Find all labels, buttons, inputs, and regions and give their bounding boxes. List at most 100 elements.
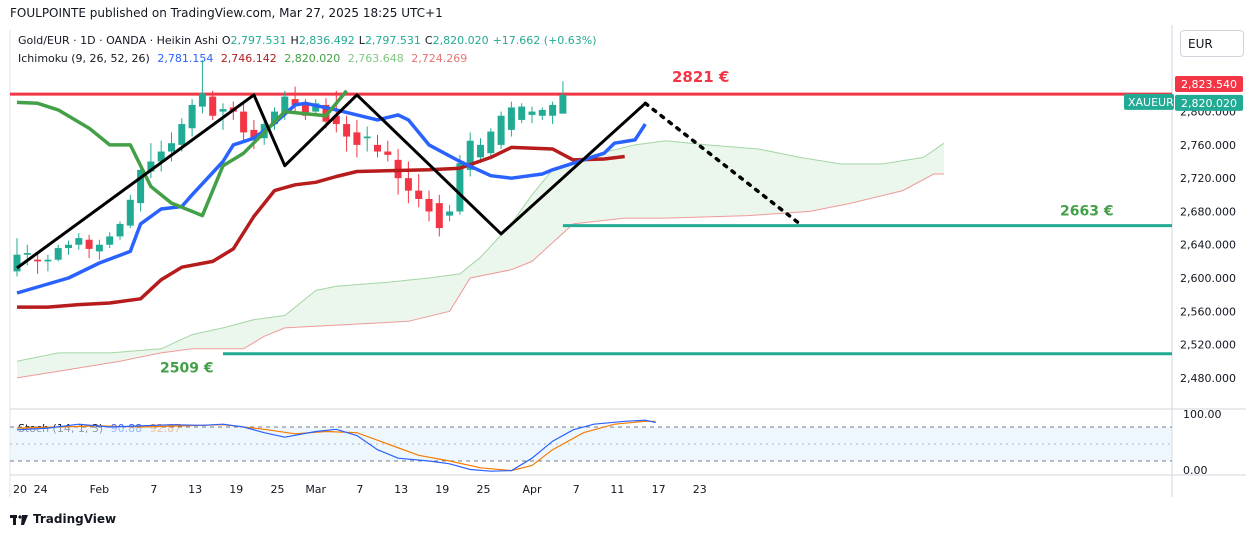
candle-body <box>271 111 278 125</box>
price-label-text: 2,823.540 <box>1181 78 1237 91</box>
symbol-title: Gold/EUR · 1D · OANDA · Heikin Ashi <box>18 34 218 47</box>
ichimoku-legend: Ichimoku (9, 26, 52, 26) 2,781.154 2,746… <box>18 52 471 65</box>
time-tick-label: 19 <box>229 483 243 496</box>
candle-body <box>44 259 52 262</box>
candle-body <box>538 109 546 116</box>
candle-body <box>106 236 114 245</box>
candle-body <box>137 169 145 204</box>
price-tick-label: 2,680.000 <box>1180 205 1236 218</box>
double-top-pattern-line <box>16 93 647 270</box>
time-tick-label: Mar <box>305 483 326 496</box>
candle-body <box>229 107 237 112</box>
time-tick-label: 17 <box>652 483 666 496</box>
candle-body <box>23 253 31 255</box>
high-value: 2,836.492 <box>298 34 355 47</box>
ticker-label-box <box>1124 93 1174 110</box>
publish-header: FOULPOINTE published on TradingView.com,… <box>10 6 443 20</box>
tradingview-brand: TradingView <box>33 512 117 526</box>
candle-body <box>34 259 42 262</box>
high-label: H <box>290 34 299 47</box>
price-label-box <box>1175 76 1243 93</box>
candle-body <box>384 151 392 155</box>
price-tick-label: 2,560.000 <box>1180 305 1236 318</box>
time-tick-label: 19 <box>435 483 449 496</box>
price-tick-label: 2,720.000 <box>1180 172 1236 185</box>
candle-body <box>404 178 412 191</box>
time-tick-label: Feb <box>90 483 109 496</box>
open-label: O <box>221 34 231 47</box>
ichi-spana-value: 2,763.648 <box>347 52 404 65</box>
candle-body <box>425 198 433 212</box>
candle-body <box>126 199 134 226</box>
symbol-legend: Gold/EUR · 1D · OANDA · Heikin Ashi O2,79… <box>18 34 601 47</box>
close-label: C <box>424 34 433 47</box>
candle-body <box>65 244 72 249</box>
candle-body <box>13 254 21 272</box>
candle-body <box>95 244 103 252</box>
candle-body <box>507 107 515 130</box>
candle-body <box>415 190 423 199</box>
tenkan-sen-line <box>16 101 647 295</box>
candle-body <box>281 96 289 114</box>
candle-body <box>75 238 83 245</box>
candle-body <box>198 93 206 107</box>
price-tick-label: 2,760.000 <box>1180 139 1236 152</box>
candle-body <box>332 115 340 125</box>
price-label-box <box>1175 94 1243 111</box>
resistance-label: 2821 € <box>672 68 729 86</box>
candle-body <box>528 111 536 115</box>
candle-body <box>487 131 495 154</box>
candle-body <box>157 151 165 162</box>
time-tick-label: 25 <box>477 483 491 496</box>
time-tick-label: 13 <box>394 483 408 496</box>
stoch-label: Stoch (14, 1, 3) <box>18 422 104 435</box>
ticker-label: XAUEUR <box>1128 96 1174 109</box>
low-label: L <box>358 34 365 47</box>
time-tick-label: 7 <box>150 483 157 496</box>
candle-body <box>322 104 330 122</box>
candle-body <box>219 109 227 112</box>
candle-body <box>85 239 93 249</box>
time-tick-label: 13 <box>188 483 202 496</box>
candle-body <box>312 103 320 112</box>
currency-selector[interactable]: EUR <box>1180 30 1244 57</box>
ichi-kijun-value: 2,746.142 <box>220 52 277 65</box>
tradingview-logo-icon <box>10 514 28 525</box>
candle-body <box>466 140 474 170</box>
stoch-legend: Stoch (14, 1, 3) 90.88 92.87 <box>18 422 185 435</box>
candle-body <box>178 124 186 145</box>
change-value: +17.662 (+0.63%) <box>492 34 597 47</box>
candle-body <box>374 144 381 152</box>
stoch-k-value: 90.88 <box>110 422 143 435</box>
candle-body <box>291 99 299 105</box>
senkou-span-b-line <box>16 173 944 379</box>
candle-body <box>250 129 258 139</box>
candle-body <box>363 136 371 139</box>
tradingview-footer: TradingView <box>10 512 116 526</box>
price-tick-label: 2,600.000 <box>1180 272 1236 285</box>
ichi-spanb-value: 2,724.269 <box>411 52 468 65</box>
candle-body <box>394 159 402 179</box>
candle-body <box>188 104 196 129</box>
stoch-d-value: 92.87 <box>149 422 182 435</box>
stoch-tick-label: 0.00 <box>1183 464 1208 477</box>
price-tick-label: 2,640.000 <box>1180 239 1236 252</box>
candle-body <box>116 223 124 237</box>
ichi-tenkan-value: 2,781.154 <box>157 52 214 65</box>
candle-body <box>147 161 155 172</box>
price-tick-label: 2,480.000 <box>1180 372 1236 385</box>
time-tick-label: 20 <box>13 483 27 496</box>
time-tick-label: 7 <box>573 483 580 496</box>
time-tick-label: 23 <box>693 483 707 496</box>
support-label-2: 2509 € <box>160 361 214 377</box>
senkou-span-a-line <box>16 140 945 362</box>
stoch-tick-label: 100.00 <box>1183 408 1222 421</box>
support-label-1: 2663 € <box>1060 204 1114 220</box>
candle-body <box>260 124 268 139</box>
time-tick-label: 11 <box>610 483 624 496</box>
close-value: 2,820.020 <box>432 34 489 47</box>
candle-body <box>446 211 454 216</box>
time-tick-label: 7 <box>356 483 363 496</box>
candle-body <box>435 203 443 229</box>
